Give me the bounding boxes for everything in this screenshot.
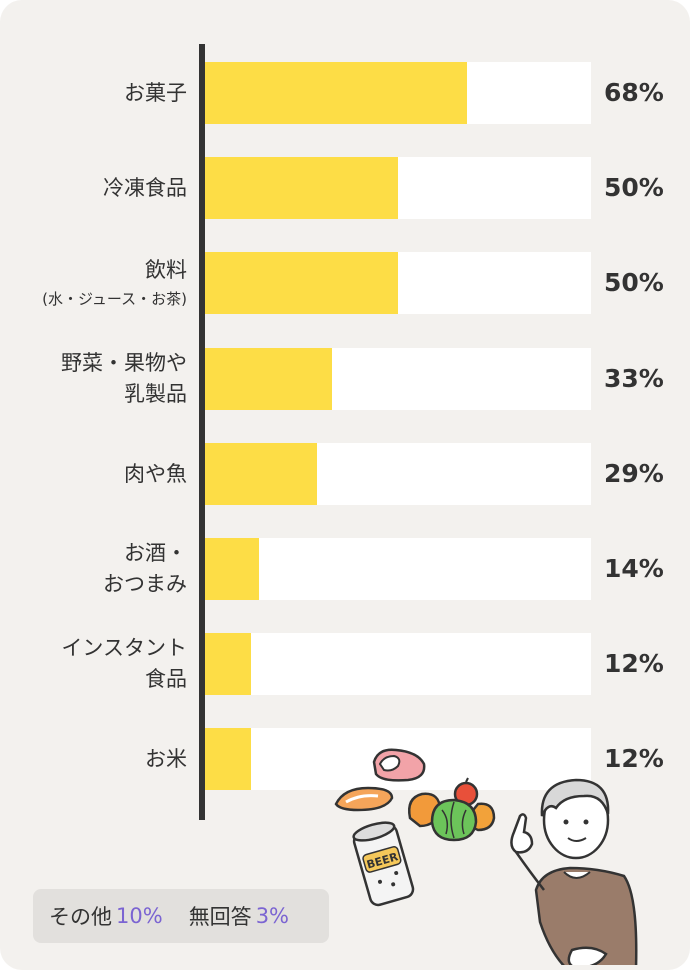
category-label: 肉や魚 — [124, 443, 187, 505]
category-label-line: お菓子 — [124, 80, 187, 105]
value-label: 50% — [604, 173, 664, 202]
bar-row: お菓子 68% — [0, 62, 690, 124]
no-answer-label: 無回答 — [188, 905, 252, 929]
bar-row: 肉や魚 29% — [0, 443, 690, 505]
category-label-line: お米 — [145, 746, 187, 771]
category-label: お米 — [145, 728, 187, 790]
bar-track — [205, 62, 591, 124]
bar-track — [205, 538, 591, 600]
category-label-line: インスタント — [61, 636, 187, 660]
bar-track — [205, 252, 591, 314]
category-label-line: 乳製品 — [124, 382, 187, 406]
category-label: インスタント食品 — [61, 633, 187, 695]
value-label: 33% — [604, 364, 664, 393]
category-label-line: おつまみ — [103, 572, 187, 596]
other-summary-box: その他 10% 無回答 3% — [33, 889, 329, 943]
other-value: 10% — [116, 904, 163, 928]
axis-line — [199, 44, 205, 820]
bar-track — [205, 633, 591, 695]
no-answer-value: 3% — [255, 904, 290, 928]
bar — [205, 157, 398, 219]
bar-row: 飲料 (水・ジュース・お茶) 50% — [0, 252, 690, 314]
bar-row: インスタント食品 12% — [0, 633, 690, 695]
category-label-line: 野菜・果物や — [61, 351, 187, 375]
bar — [205, 62, 467, 124]
bar — [205, 633, 251, 695]
bar-row: 冷凍食品 50% — [0, 157, 690, 219]
bar — [205, 348, 332, 410]
value-label: 29% — [604, 459, 664, 488]
bar-track — [205, 443, 591, 505]
vegetables-icon — [408, 777, 496, 842]
category-label-line: お酒・ — [124, 541, 187, 565]
shopping-illustration: BEER — [334, 748, 638, 965]
category-label: 飲料 (水・ジュース・お茶) — [42, 252, 187, 314]
bar-track — [205, 348, 591, 410]
salmon-icon — [334, 786, 394, 812]
bar — [205, 443, 317, 505]
category-label: 野菜・果物や乳製品 — [61, 348, 187, 410]
category-label-line: 肉や魚 — [124, 461, 187, 486]
bar — [205, 728, 251, 790]
bar — [205, 538, 259, 600]
category-label: お酒・おつまみ — [103, 538, 187, 600]
beer-can-icon: BEER — [352, 821, 415, 907]
value-label: 50% — [604, 268, 664, 297]
bar-row: 野菜・果物や乳製品 33% — [0, 348, 690, 410]
bar — [205, 252, 398, 314]
value-label: 14% — [604, 554, 664, 583]
value-label: 12% — [604, 744, 664, 773]
category-label-line: 冷凍食品 — [103, 175, 187, 200]
bar-track — [205, 157, 591, 219]
bar-row: お酒・おつまみ 14% — [0, 538, 690, 600]
value-label: 12% — [604, 649, 664, 678]
category-label: お菓子 — [124, 62, 187, 124]
pointing-man-icon — [510, 778, 638, 965]
meat-icon — [372, 748, 426, 782]
value-label: 68% — [604, 78, 664, 107]
other-label: その他 — [49, 905, 112, 929]
category-label-line: 食品 — [145, 667, 187, 691]
category-label-line: 飲料 — [145, 257, 187, 282]
category-label-line: (水・ジュース・お茶) — [42, 289, 187, 308]
category-label: 冷凍食品 — [103, 157, 187, 219]
